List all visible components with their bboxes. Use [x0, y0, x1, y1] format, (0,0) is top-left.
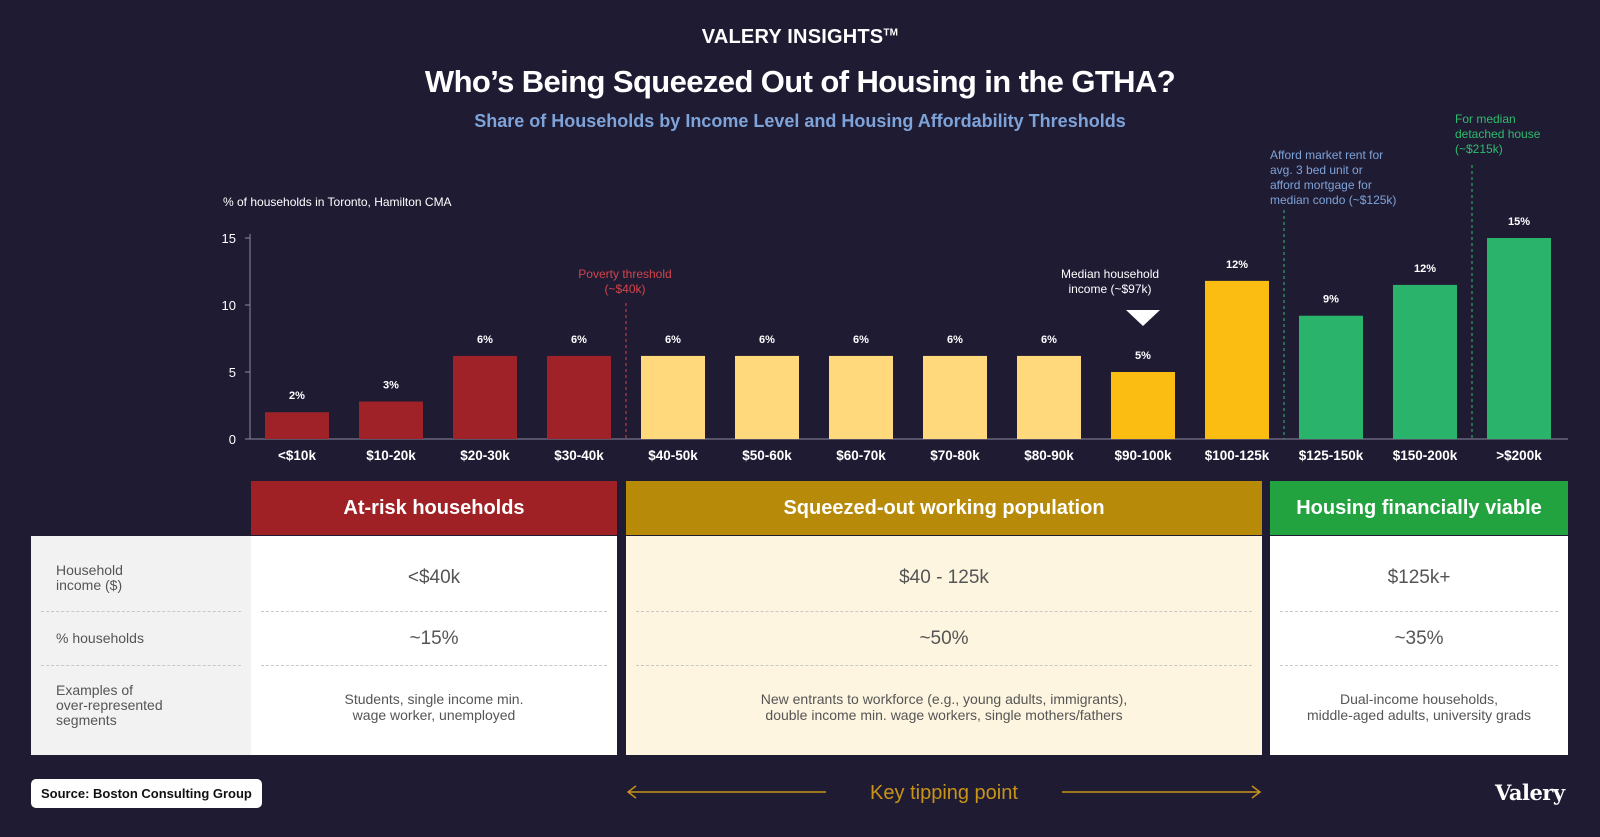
x-tick-label: $40-50k [648, 448, 698, 463]
viable-header: Housing financially viable [1270, 481, 1568, 535]
y-tick-label: 15 [222, 231, 236, 246]
median-marker-icon [1126, 310, 1160, 326]
bar-value-label: 9% [1323, 294, 1339, 306]
x-tick-label: $90-100k [1114, 448, 1172, 463]
x-tick-label: $150-200k [1393, 448, 1458, 463]
x-tick-label: $80-90k [1024, 448, 1074, 463]
viable-share: ~35% [1394, 628, 1444, 649]
divider [261, 611, 607, 612]
bar-0 [265, 412, 329, 439]
at-risk-examples: Students, single income min. wage worker… [344, 691, 524, 723]
y-tick-label: 5 [229, 365, 236, 380]
page-title: Who’s Being Squeezed Out of Housing in t… [424, 64, 1176, 99]
left-arrow-icon [626, 785, 637, 799]
viable-panel: $125k+ ~35% Dual-income households, midd… [1270, 536, 1568, 755]
x-tick-label: $30-40k [554, 448, 604, 463]
bar-value-label: 12% [1414, 263, 1436, 275]
bar-value-label: 6% [571, 334, 587, 346]
at-risk-panel: <$40k ~15% Students, single income min. … [251, 536, 617, 755]
brand-heading: VALERY INSIGHTSTM [0, 26, 1600, 49]
divider [1280, 665, 1558, 666]
right-arrow-icon [1251, 785, 1262, 799]
divider [41, 611, 241, 612]
x-tick-label: $70-80k [930, 448, 980, 463]
source-badge: Source: Boston Consulting Group [31, 779, 262, 808]
bar-3 [547, 355, 611, 439]
divider [636, 611, 1252, 612]
row-labels-panel: Household income ($) % households Exampl… [31, 536, 251, 755]
bar-10 [1205, 280, 1269, 439]
valery-logo: Valery [1495, 780, 1565, 805]
bar-5 [735, 355, 799, 439]
divider [1280, 611, 1558, 612]
y-tick-label: 0 [229, 432, 236, 447]
trademark-mark: TM [883, 27, 899, 39]
x-tick-label: >$200k [1496, 448, 1542, 463]
y-tick-label: 10 [222, 298, 236, 313]
squeezed-examples: New entrants to workforce (e.g., young a… [760, 691, 1128, 723]
x-tick-label: $100-125k [1205, 448, 1270, 463]
median-income-annotation: Median household income (~$97k) [1060, 267, 1160, 296]
key-tipping-point-label: Key tipping point [870, 782, 1018, 804]
bar-chart: 0 5 10 15 2% <$10k 3% $10-20k 6% $20-30k 6% $30-40k… [222, 165, 1568, 463]
bar-6 [829, 355, 893, 439]
detached-house-annotation: For median detached house (~$215k) [1455, 112, 1541, 156]
poverty-threshold-annotation: Poverty threshold (~$40k) [578, 267, 672, 296]
bar-value-label: 6% [1041, 334, 1057, 346]
squeezed-income: $40 - 125k [899, 567, 989, 588]
x-tick-label: $20-30k [460, 448, 510, 463]
bar-12 [1393, 284, 1457, 439]
bar-11 [1299, 315, 1363, 439]
squeezed-header: Squeezed-out working population [626, 481, 1262, 535]
bar-8 [1017, 355, 1081, 439]
bar-value-label: 5% [1135, 350, 1151, 362]
x-tick-label: $60-70k [836, 448, 886, 463]
bar-value-label: 2% [289, 390, 305, 402]
squeezed-panel: $40 - 125k ~50% New entrants to workforc… [626, 536, 1262, 755]
viable-examples: Dual-income households, middle-aged adul… [1306, 691, 1532, 723]
y-axis-label: % of households in Toronto, Hamilton CMA [223, 195, 452, 209]
divider [636, 665, 1252, 666]
divider [261, 665, 607, 666]
bar-9 [1111, 372, 1175, 439]
at-risk-share: ~15% [409, 628, 459, 649]
at-risk-header: At-risk households [251, 481, 617, 535]
bar-13 [1487, 238, 1551, 439]
bar-value-label: 3% [383, 379, 399, 391]
page-subtitle: Share of Households by Income Level and … [474, 111, 1126, 131]
bar-4 [641, 355, 705, 439]
bar-7 [923, 355, 987, 439]
bar-value-label: 6% [947, 334, 963, 346]
bar-value-label: 15% [1508, 216, 1530, 228]
bar-2 [453, 355, 517, 439]
bar-value-label: 6% [759, 334, 775, 346]
brand-text: VALERY INSIGHTS [701, 26, 884, 48]
row-label-income: Household income ($) [56, 562, 123, 593]
bar-value-label: 6% [665, 334, 681, 346]
bar-1 [359, 401, 423, 439]
row-label-share: % households [56, 630, 144, 646]
bar-value-label: 6% [853, 334, 869, 346]
x-tick-label: $50-60k [742, 448, 792, 463]
bar-value-label: 6% [477, 334, 493, 346]
divider [41, 665, 241, 666]
bar-value-label: 12% [1226, 259, 1248, 271]
viable-income: $125k+ [1387, 567, 1451, 588]
row-label-examples: Examples of over-represented segments [56, 682, 163, 728]
x-tick-label: $10-20k [366, 448, 416, 463]
x-tick-label: <$10k [278, 448, 316, 463]
at-risk-income: <$40k [407, 567, 461, 588]
market-rent-annotation: Afford market rent for avg. 3 bed unit o… [1270, 148, 1397, 207]
tipping-arrows [626, 785, 1262, 799]
squeezed-share: ~50% [919, 628, 969, 649]
x-tick-label: $125-150k [1299, 448, 1364, 463]
